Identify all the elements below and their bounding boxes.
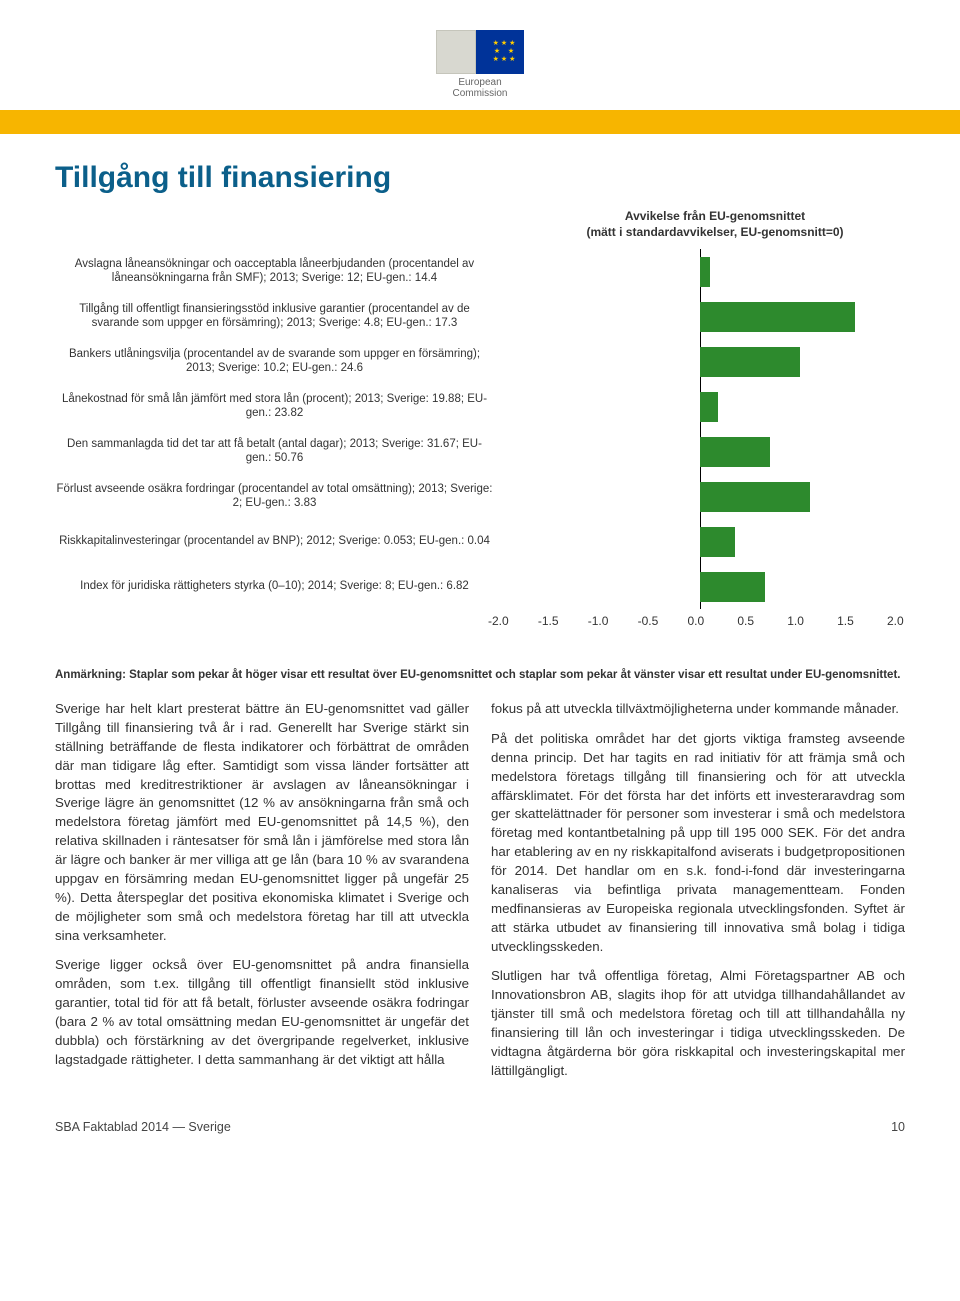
chart-bar	[700, 527, 735, 557]
chart-bar	[700, 302, 855, 332]
footer-page: 10	[891, 1118, 905, 1136]
chart-bar	[700, 392, 718, 422]
chart-row-label: Den sammanlagda tid det tar att få betal…	[55, 429, 500, 474]
footer-left: SBA Faktablad 2014 — Sverige	[55, 1118, 231, 1136]
chart-row-label: Förlust avseende osäkra fordringar (proc…	[55, 474, 500, 519]
left-p1: Sverige har helt klart presterat bättre …	[55, 700, 469, 945]
yellow-divider	[0, 110, 960, 134]
body-columns: Sverige har helt klart presterat bättre …	[55, 700, 905, 1092]
ec-logo: ★ ★ ★★ ★★ ★ ★ European Commission	[55, 30, 905, 102]
chart-bar	[700, 437, 770, 467]
chart-footnote: Anmärkning: Staplar som pekar åt höger v…	[55, 667, 905, 684]
chart-bar	[700, 572, 765, 602]
deviation-chart: Avvikelse från EU-genomsnittet (mätt i s…	[55, 209, 905, 659]
chart-bar	[700, 257, 710, 287]
right-column: fokus på att utveckla tillväxtmöjlighete…	[491, 700, 905, 1092]
chart-row-label: Tillgång till offentligt finansieringsst…	[55, 294, 500, 339]
right-p2: På det politiska området har det gjorts …	[491, 730, 905, 957]
left-p2: Sverige ligger också över EU-genomsnitte…	[55, 956, 469, 1069]
left-column: Sverige har helt klart presterat bättre …	[55, 700, 469, 1092]
chart-row-label: Bankers utlåningsvilja (procentandel av …	[55, 339, 500, 384]
chart-row-label: Index för juridiska rättigheters styrka …	[55, 564, 500, 609]
right-p3: Slutligen har två offentliga företag, Al…	[491, 967, 905, 1080]
logo-label-2: Commission	[452, 88, 507, 99]
chart-row-label: Lånekostnad för små lån jämfört med stor…	[55, 384, 500, 429]
page-title: Tillgång till finansiering	[55, 156, 905, 200]
chart-bar	[700, 482, 810, 512]
chart-row-label: Avslagna låneansökningar och oacceptabla…	[55, 249, 500, 294]
logo-label-1: European	[458, 77, 501, 88]
right-p1: fokus på att utveckla tillväxtmöjlighete…	[491, 700, 905, 719]
chart-row-label: Riskkapitalinvesteringar (procentandel a…	[55, 519, 500, 564]
chart-bar	[700, 347, 800, 377]
chart-header: Avvikelse från EU-genomsnittet (mätt i s…	[525, 209, 905, 240]
page-footer: SBA Faktablad 2014 — Sverige 10	[55, 1118, 905, 1136]
